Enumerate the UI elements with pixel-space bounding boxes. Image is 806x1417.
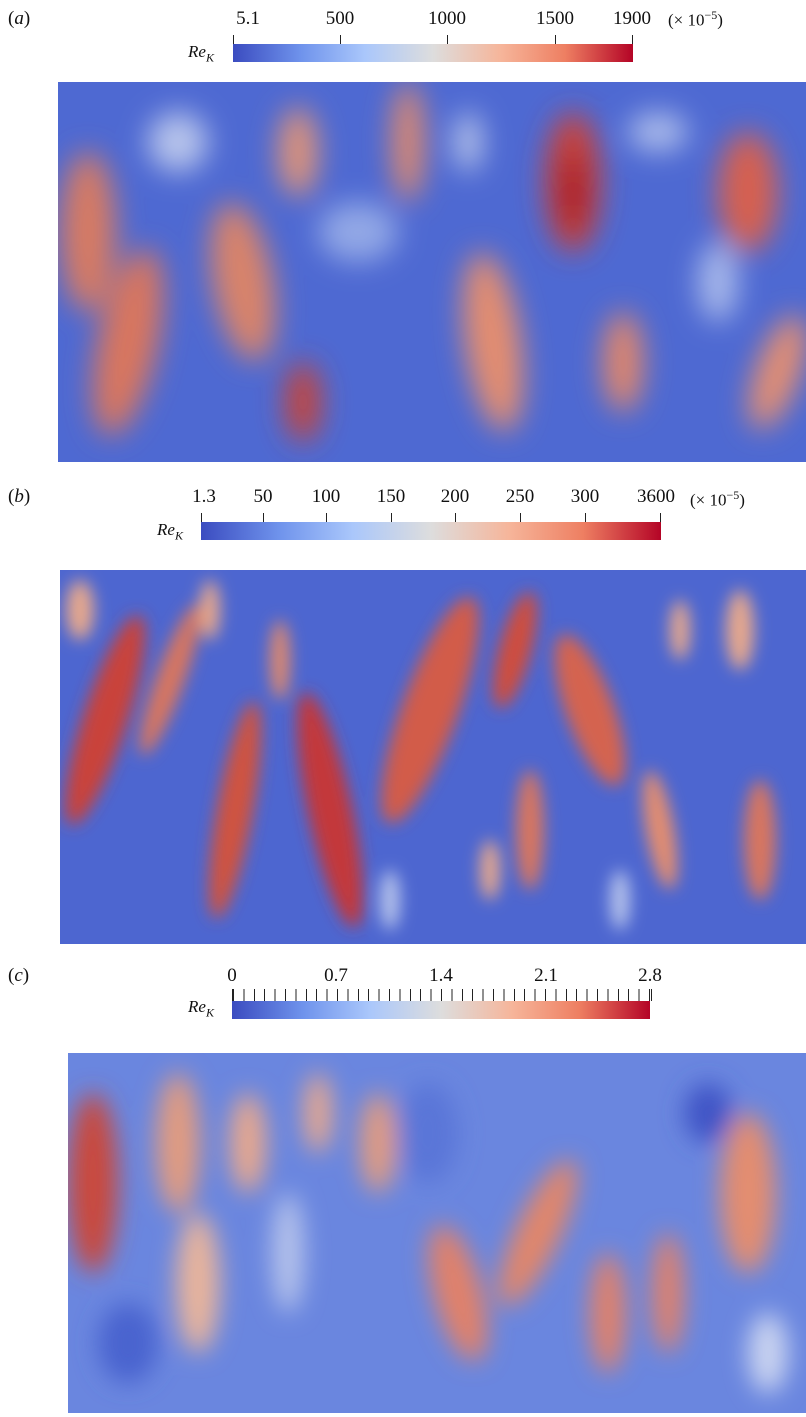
panel-c-colorbar-gradient — [232, 1001, 650, 1019]
panel-a-tick-3 — [555, 35, 556, 47]
panel-b-tick-label-3: 150 — [376, 486, 406, 507]
panel-a-colorbar-gradient — [233, 44, 633, 62]
panel-a-tick-4 — [632, 35, 633, 47]
panel-a-tick-1 — [340, 35, 341, 47]
panel-a: (a) 5.1 500 1000 1500 1900 (× 10−5) ReK — [0, 0, 806, 470]
panel-b-label: (b) — [8, 486, 31, 507]
panel-a-tick-label-0: 5.1 — [236, 8, 260, 29]
panel-a-tick-label-1: 500 — [325, 8, 355, 29]
panel-a-tick-2 — [447, 35, 448, 47]
panel-b-tick-5 — [520, 513, 521, 525]
panel-b-tick-label-0: 1.3 — [192, 486, 216, 507]
panel-b-tick-label-5: 250 — [505, 486, 535, 507]
panel-b-tick-2 — [326, 513, 327, 525]
panel-c-tick-label-3: 2.1 — [534, 965, 558, 986]
panel-b-colorbar-title: ReK — [157, 520, 183, 543]
panel-c-tick-label-2: 1.4 — [429, 965, 453, 986]
panel-b-tick-6 — [585, 513, 586, 525]
panel-b-tick-3 — [391, 513, 392, 525]
panel-b-tick-label-6: 300 — [570, 486, 600, 507]
panel-a-tick-label-4: 1900 — [613, 8, 651, 29]
panel-a-tick-label-3: 1500 — [536, 8, 574, 29]
panel-a-tick-label-2: 1000 — [428, 8, 466, 29]
panel-a-colorbar: 5.1 500 1000 1500 1900 (× 10−5) ReK — [0, 0, 806, 70]
panel-b-field-image — [60, 570, 806, 944]
panel-a-scale-note: (× 10−5) — [668, 8, 723, 30]
panel-b-tick-label-7: 3600 — [637, 486, 675, 507]
panel-b-scale-note: (× 10−5) — [690, 488, 745, 510]
panel-c-minor-ticks — [232, 989, 652, 1001]
panel-a-label: (a) — [8, 8, 31, 29]
panel-b-colorbar: 1.3 50 100 150 200 250 300 3600 (× 10−5)… — [0, 478, 806, 548]
panel-b-tick-label-2: 100 — [311, 486, 341, 507]
panel-c-label: (c) — [8, 965, 30, 986]
panel-c-colorbar-title: ReK — [188, 997, 214, 1020]
panel-b-tick-0 — [201, 513, 202, 525]
panel-b-colorbar-gradient — [201, 522, 661, 540]
panel-c-tick-label-4: 2.8 — [638, 965, 662, 986]
panel-b: (b) 1.3 50 100 150 200 250 300 3600 (× 1… — [0, 478, 806, 948]
panel-b-tick-7 — [660, 513, 661, 525]
panel-b-tick-label-1: 50 — [253, 486, 273, 507]
panel-b-tick-label-4: 200 — [440, 486, 470, 507]
panel-a-tick-0 — [233, 35, 234, 47]
panel-b-tick-1 — [263, 513, 264, 525]
panel-a-colorbar-title: ReK — [188, 42, 214, 65]
panel-c: (c) 0 0.7 1.4 2.1 2.8 ReK — [0, 957, 806, 1417]
panel-c-field-image — [68, 1053, 806, 1413]
panel-c-tick-label-0: 0 — [227, 965, 237, 986]
panel-b-tick-4 — [455, 513, 456, 525]
panel-c-tick-label-1: 0.7 — [324, 965, 348, 986]
panel-c-colorbar: 0 0.7 1.4 2.1 2.8 ReK — [0, 957, 806, 1027]
panel-a-field-image — [58, 82, 806, 462]
